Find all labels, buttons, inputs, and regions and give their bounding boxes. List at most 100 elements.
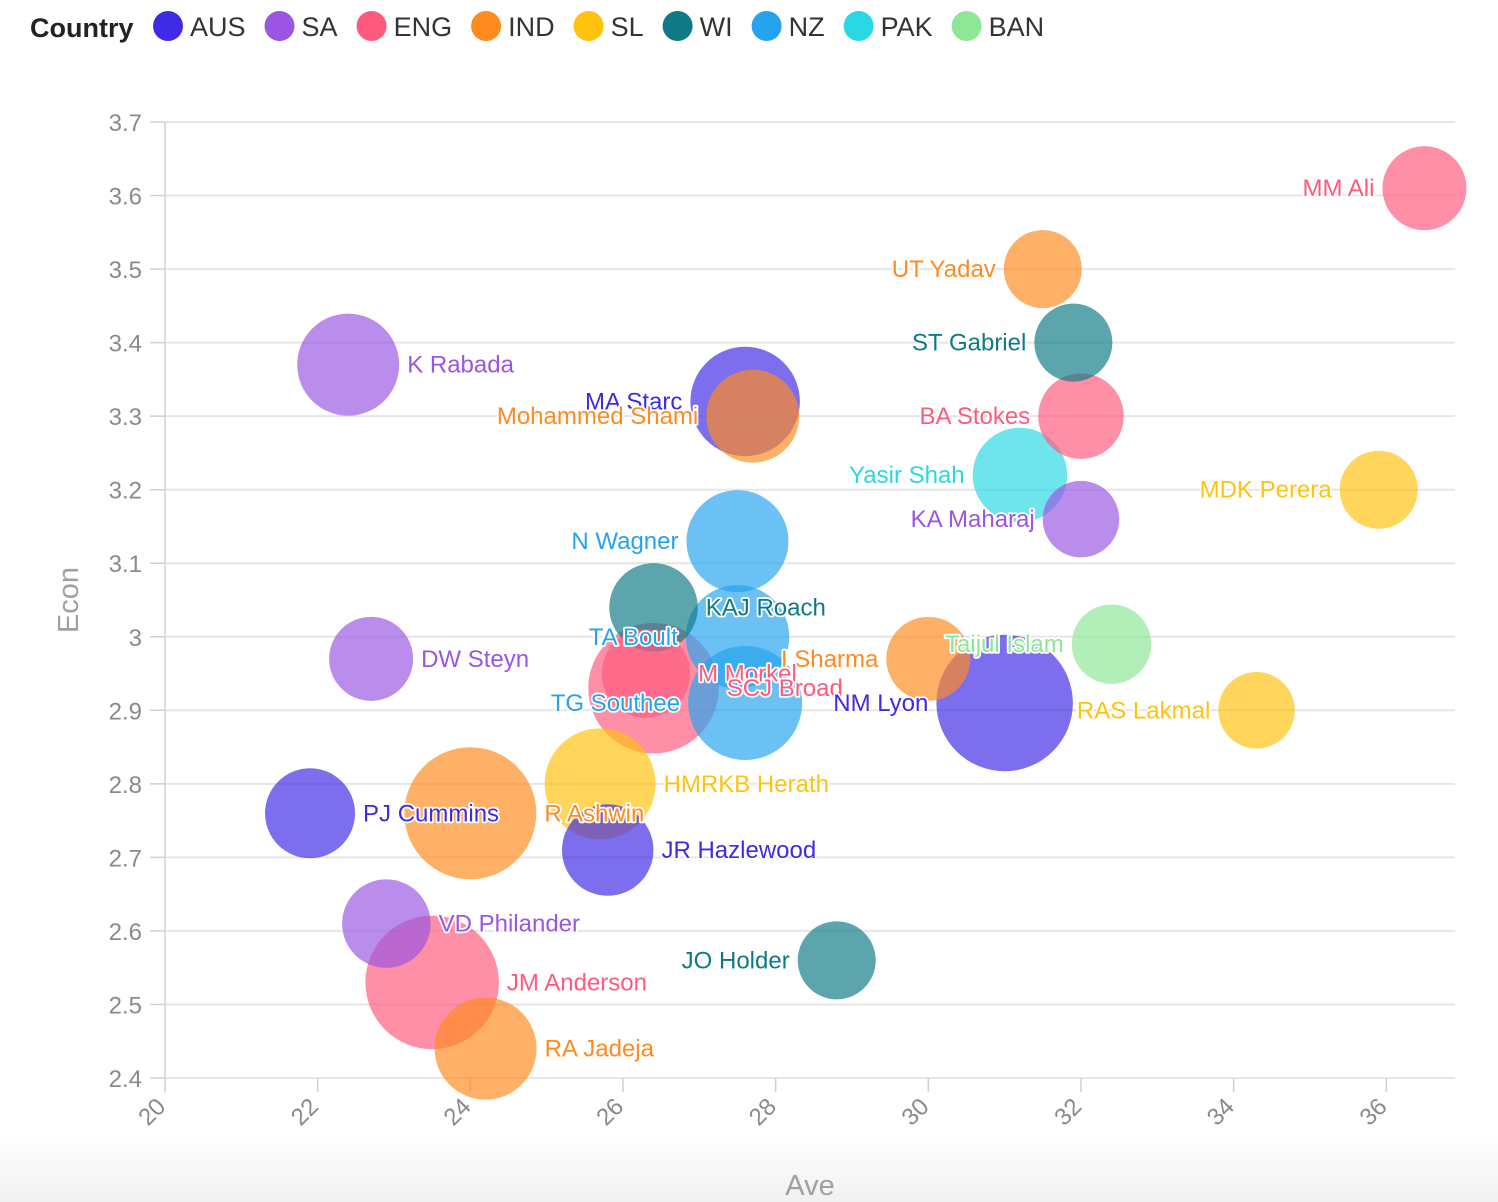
y-tick-label: 2.5 <box>109 992 142 1019</box>
legend-label-sa: SA <box>302 12 338 42</box>
legend-label-sl: SL <box>611 12 644 42</box>
x-tick-label: 20 <box>133 1093 171 1131</box>
point-label-k-rabada: K Rabada <box>407 352 514 379</box>
bubble-jo-holder[interactable] <box>797 921 876 1000</box>
point-labels: MM Ali UT Yadav ST Gabriel K Rabada MA Starc… <box>361 173 1376 1064</box>
point-label-nm-lyon: NM Lyon <box>833 690 928 717</box>
y-tick-label: 2.6 <box>109 919 142 946</box>
point-label-m-morkel: M Morkel <box>698 661 797 688</box>
bubble-kaj-roach[interactable] <box>609 563 698 652</box>
point-label-n-wagner: N Wagner <box>571 528 678 555</box>
y-tick-label: 2.4 <box>109 1066 142 1093</box>
legend-swatch-pak <box>843 11 874 41</box>
bubble-m-morkel[interactable] <box>601 629 691 718</box>
legend-swatch-nz <box>751 11 782 41</box>
bubble-ka-maharaj[interactable] <box>1042 480 1120 558</box>
y-tick-label: 3 <box>129 625 142 652</box>
point-label-jo-holder: JO Holder <box>682 947 790 974</box>
legend-swatch-ind <box>471 11 502 41</box>
bubble-yasir-shah[interactable] <box>972 427 1068 523</box>
x-tick-label: 26 <box>591 1093 629 1131</box>
legend-label-wi: WI <box>700 12 733 42</box>
x-axis-title: Ave <box>785 1170 834 1202</box>
point-label-dw-steyn: DW Steyn <box>421 646 529 673</box>
y-tick-label: 3.2 <box>109 478 142 505</box>
bubble-mm-ali[interactable] <box>1382 146 1467 231</box>
y-axis-title: Econ <box>53 567 85 633</box>
y-tick-label: 3.4 <box>109 331 142 358</box>
bubble-vd-philander[interactable] <box>342 879 431 968</box>
y-tick-label: 3.6 <box>109 184 142 211</box>
point-label-hmrkb-herath: HMRKB Herath <box>664 771 829 798</box>
point-label-scj-broad: SCJ Broad <box>727 675 843 702</box>
point-label-pj-cummins: PJ Cummins <box>363 800 499 827</box>
bubble-ra-jadeja[interactable] <box>434 997 537 1100</box>
legend-label-ban: BAN <box>989 12 1045 42</box>
bubble-ras-lakmal[interactable] <box>1218 672 1295 749</box>
point-label-r-ashwin: R Ashwin <box>544 800 644 827</box>
x-tick-label: 32 <box>1049 1093 1087 1131</box>
point-label-ma-starc: MA Starc <box>585 388 682 415</box>
point-label-jr-hazlewood: JR Hazlewood <box>661 837 816 864</box>
x-tick-label: 36 <box>1355 1093 1393 1131</box>
y-tick-label: 3.3 <box>109 404 142 431</box>
bubble-i-sharma[interactable] <box>886 616 971 701</box>
legend: Country AUS SA ENG IND SL WI NZ PAK BAN <box>30 11 1044 43</box>
x-tick-label: 34 <box>1202 1093 1240 1131</box>
legend-swatch-wi <box>662 11 693 41</box>
x-tick-label: 28 <box>744 1093 782 1131</box>
x-tick-label: 22 <box>286 1093 324 1131</box>
point-label-mdk-perera: MDK Perera <box>1200 477 1333 504</box>
point-label-ra-jadeja: RA Jadeja <box>545 1036 655 1063</box>
legend-swatch-sl <box>573 11 604 41</box>
bubble-ba-stokes[interactable] <box>1038 373 1124 459</box>
x-tick-label: 30 <box>897 1093 935 1131</box>
legend-label-aus: AUS <box>190 12 246 42</box>
bubble-r-ashwin[interactable] <box>404 747 537 880</box>
point-label-i-sharma: I Sharma <box>781 646 879 673</box>
legend-label-ind: IND <box>508 12 555 42</box>
x-tick-label: 24 <box>439 1093 477 1131</box>
bubble-dw-steyn[interactable] <box>329 616 414 701</box>
bubble-ta-boult[interactable] <box>685 585 790 689</box>
y-tick-label: 3.5 <box>109 257 142 284</box>
legend-label-eng: ENG <box>394 12 453 42</box>
point-label-jm-anderson: JM Anderson <box>507 969 647 996</box>
bubble-k-rabada[interactable] <box>297 313 400 416</box>
bubble-ut-yadav[interactable] <box>1003 230 1082 309</box>
bubble-nm-lyon[interactable] <box>936 634 1073 772</box>
point-label-kaj-roach: KAJ Roach <box>706 594 826 621</box>
bubble-st-gabriel[interactable] <box>1034 303 1113 382</box>
point-label-st-gabriel: ST Gabriel <box>912 330 1026 357</box>
bubble-mdk-perera[interactable] <box>1339 450 1418 529</box>
legend-items: AUS SA ENG IND SL WI NZ PAK BAN <box>153 11 1044 42</box>
y-tick-label: 2.7 <box>109 845 142 872</box>
y-tick-label: 3.1 <box>109 551 142 578</box>
legend-title: Country <box>30 13 134 43</box>
point-label-ut-yadav: UT Yadav <box>892 256 996 283</box>
bubble-taijul-islam[interactable] <box>1071 604 1152 684</box>
legend-label-nz: NZ <box>789 12 825 42</box>
bottom-shade <box>0 1135 1498 1202</box>
point-label-ba-stokes: BA Stokes <box>919 403 1030 430</box>
y-tick-label: 2.9 <box>109 698 142 725</box>
bubble-mohammed-shami[interactable] <box>706 369 800 463</box>
bubble-jr-hazlewood[interactable] <box>561 804 654 896</box>
legend-swatch-ban <box>951 11 982 41</box>
y-tick-label: 2.8 <box>109 772 142 799</box>
point-label-yasir-shah: Yasir Shah <box>849 462 965 489</box>
bubble-n-wagner[interactable] <box>686 490 789 593</box>
point-label-tg-southee: TG Southee <box>551 690 680 717</box>
point-label-mm-ali: MM Ali <box>1302 175 1374 202</box>
legend-label-pak: PAK <box>881 12 933 42</box>
bubble-pj-cummins[interactable] <box>265 768 356 859</box>
point-label-ta-boult: TA Boult <box>589 624 678 651</box>
y-tick-label: 3.7 <box>109 110 142 137</box>
legend-swatch-sa <box>264 11 295 41</box>
point-label-ka-maharaj: KA Maharaj <box>911 506 1035 533</box>
point-label-ras-lakmal: RAS Lakmal <box>1077 697 1210 724</box>
legend-swatch-aus <box>153 11 183 41</box>
point-label-vd-philander: VD Philander <box>439 911 580 938</box>
